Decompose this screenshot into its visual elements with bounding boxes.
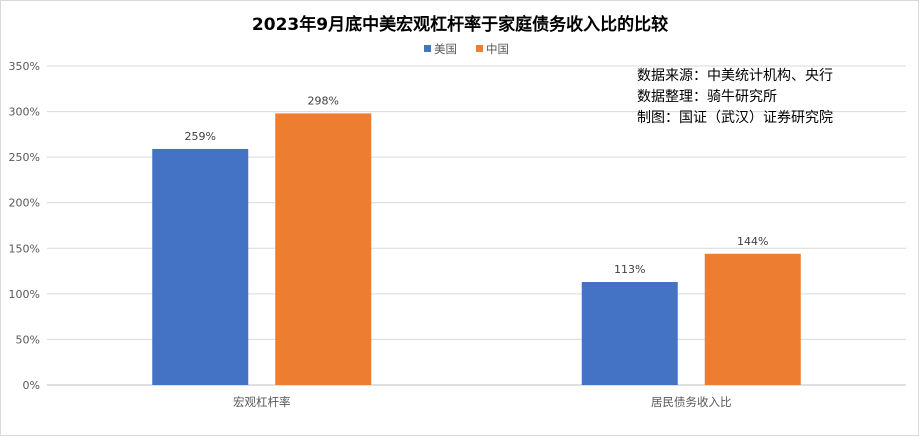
source-line-2: 数据整理：骑牛研究所 bbox=[637, 89, 777, 105]
category-label: 居民债务收入比 bbox=[651, 395, 732, 409]
legend-label: 中国 bbox=[486, 42, 509, 56]
data-label: 113% bbox=[614, 263, 645, 276]
data-labels: 259% 298% 113% 144% bbox=[185, 94, 769, 276]
chart-title: 2023年9月底中美宏观杠杆率于家庭债务收入比的比较 bbox=[252, 14, 668, 35]
legend-swatch bbox=[424, 45, 431, 52]
y-tick-label: 350% bbox=[9, 60, 40, 73]
bars bbox=[152, 113, 801, 385]
y-tick-label: 100% bbox=[9, 288, 40, 301]
y-tick-label: 0% bbox=[23, 379, 40, 392]
category-labels: 宏观杠杆率 居民债务收入比 bbox=[233, 395, 732, 409]
legend: 美国 中国 bbox=[424, 42, 509, 56]
bar-cn-0 bbox=[275, 113, 372, 385]
y-tick-label: 150% bbox=[9, 242, 40, 255]
data-label: 298% bbox=[308, 94, 339, 107]
source-line-3: 制图：国证（武汉）证券研究院 bbox=[637, 110, 833, 126]
category-label: 宏观杠杆率 bbox=[233, 395, 291, 409]
y-tick-label: 50% bbox=[16, 333, 40, 346]
bar-cn-1 bbox=[704, 253, 801, 385]
data-label: 259% bbox=[185, 130, 216, 143]
bar-us-0 bbox=[152, 148, 249, 385]
y-tick-label: 200% bbox=[9, 197, 40, 210]
legend-label: 美国 bbox=[434, 42, 457, 56]
source-line-1: 数据来源：中美统计机构、央行 bbox=[637, 68, 833, 84]
bar-us-1 bbox=[581, 282, 678, 385]
y-tick-label: 250% bbox=[9, 151, 40, 164]
data-label: 144% bbox=[737, 235, 768, 248]
y-axis-ticks: 0% 50% 100% 150% 200% 250% 300% 350% bbox=[9, 60, 40, 392]
source-annotation: 数据来源：中美统计机构、央行 数据整理：骑牛研究所 制图：国证（武汉）证券研究院 bbox=[637, 68, 833, 126]
legend-swatch bbox=[476, 45, 483, 52]
y-tick-label: 300% bbox=[9, 106, 40, 119]
